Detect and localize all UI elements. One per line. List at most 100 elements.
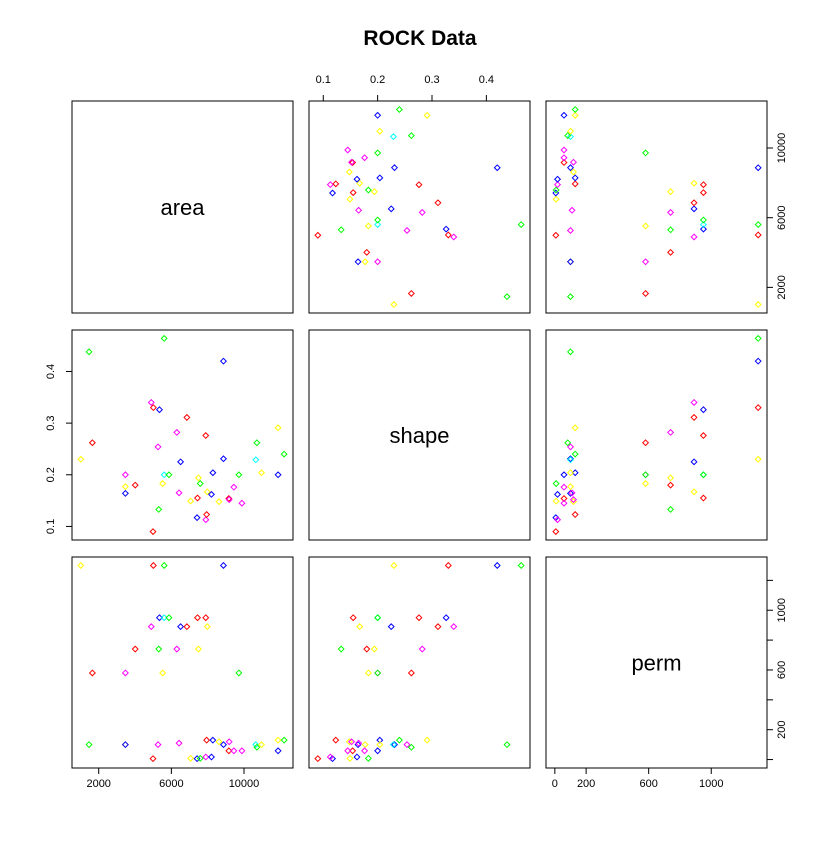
point-13-perm-vs-shape bbox=[364, 669, 372, 677]
point-34-perm-vs-area bbox=[219, 741, 227, 749]
point-28-area-vs-shape bbox=[332, 180, 340, 188]
point-39-area-vs-shape bbox=[344, 146, 352, 154]
point-20-area-vs-perm bbox=[690, 199, 698, 207]
point-22-perm-vs-area bbox=[193, 755, 201, 763]
point-9-area-vs-perm bbox=[754, 231, 762, 239]
point-3-shape-vs-perm bbox=[566, 483, 574, 491]
point-10-perm-vs-area bbox=[154, 741, 162, 749]
point-21-area-vs-perm bbox=[552, 195, 560, 203]
tick-label-right-area: 2000 bbox=[776, 275, 788, 299]
diagonal-label-perm: perm bbox=[631, 651, 681, 676]
point-43-area-vs-shape bbox=[423, 111, 431, 119]
point-18-shape-vs-perm bbox=[568, 489, 576, 497]
point-17-shape-vs-area bbox=[173, 428, 181, 436]
point-41-shape-vs-area bbox=[253, 439, 261, 447]
point-15-shape-vs-perm bbox=[699, 471, 707, 479]
point-44-area-vs-shape bbox=[374, 111, 382, 119]
point-14-perm-vs-area bbox=[160, 561, 168, 569]
point-26-perm-vs-shape bbox=[415, 614, 423, 622]
point-5-shape-vs-area bbox=[121, 471, 129, 479]
point-43-perm-vs-area bbox=[274, 736, 282, 744]
point-19-perm-vs-area bbox=[177, 623, 185, 631]
point-33-area-vs-perm bbox=[754, 164, 762, 172]
point-21-area-vs-shape bbox=[346, 195, 354, 203]
point-2-perm-vs-area bbox=[88, 669, 96, 677]
tick-label-left-shape: 0.2 bbox=[45, 467, 57, 482]
point-3-area-vs-shape bbox=[361, 258, 369, 266]
point-10-area-vs-shape bbox=[403, 226, 411, 234]
point-25-area-vs-shape bbox=[364, 186, 372, 194]
data-points bbox=[77, 105, 762, 763]
point-44-shape-vs-perm bbox=[560, 471, 568, 479]
point-19-area-vs-perm bbox=[690, 205, 698, 213]
point-4-shape-vs-perm bbox=[566, 489, 574, 497]
point-11-shape-vs-perm bbox=[667, 505, 675, 513]
point-36-perm-vs-area bbox=[225, 738, 233, 746]
point-10-shape-vs-area bbox=[154, 443, 162, 451]
point-21-shape-vs-area bbox=[187, 497, 195, 505]
point-32-area-vs-shape bbox=[345, 168, 353, 176]
point-38-area-vs-perm bbox=[642, 149, 650, 157]
point-34-shape-vs-perm bbox=[566, 455, 574, 463]
point-27-area-vs-shape bbox=[326, 181, 334, 189]
point-45-shape-vs-area bbox=[280, 450, 288, 458]
tick-label-right-area: 10000 bbox=[776, 133, 788, 164]
point-25-shape-vs-area bbox=[196, 480, 204, 488]
point-8-area-vs-shape bbox=[314, 231, 322, 239]
point-43-shape-vs-area bbox=[274, 424, 282, 432]
point-29-shape-vs-area bbox=[203, 488, 211, 496]
point-17-area-vs-shape bbox=[418, 208, 426, 216]
point-13-shape-vs-perm bbox=[642, 480, 650, 488]
point-10-shape-vs-perm bbox=[566, 443, 574, 451]
tick-label-top-shape: 0.3 bbox=[424, 74, 439, 86]
point-36-perm-vs-shape bbox=[348, 738, 356, 746]
point-5-area-vs-perm bbox=[642, 258, 650, 266]
point-9-perm-vs-area bbox=[149, 561, 157, 569]
point-16-area-vs-shape bbox=[374, 216, 382, 224]
point-15-perm-vs-area bbox=[160, 614, 168, 622]
point-6-shape-vs-area bbox=[131, 481, 139, 489]
point-22-perm-vs-shape bbox=[329, 755, 337, 763]
point-26-area-vs-perm bbox=[699, 181, 707, 189]
point-13-perm-vs-area bbox=[159, 669, 167, 677]
point-32-area-vs-perm bbox=[569, 168, 577, 176]
point-35-area-vs-shape bbox=[349, 159, 357, 167]
tick-label-right-perm: 1000 bbox=[776, 598, 788, 622]
point-44-shape-vs-area bbox=[274, 471, 282, 479]
point-15-area-vs-perm bbox=[699, 221, 707, 229]
tick-label-top-shape: 0.1 bbox=[316, 74, 331, 86]
point-36-shape-vs-perm bbox=[569, 496, 577, 504]
point-27-perm-vs-area bbox=[202, 753, 210, 761]
point-16-area-vs-perm bbox=[699, 216, 707, 224]
point-23-shape-vs-perm bbox=[699, 494, 707, 502]
point-29-area-vs-perm bbox=[690, 179, 698, 187]
point-21-perm-vs-shape bbox=[346, 754, 354, 762]
point-45-area-vs-perm bbox=[571, 105, 579, 113]
point-30-shape-vs-area bbox=[207, 490, 215, 498]
point-24-area-vs-perm bbox=[667, 188, 675, 196]
point-1-area-vs-shape bbox=[503, 293, 511, 301]
point-27-shape-vs-area bbox=[202, 516, 210, 524]
point-25-area-vs-perm bbox=[552, 186, 560, 194]
point-17-shape-vs-perm bbox=[667, 428, 675, 436]
point-2-area-vs-shape bbox=[407, 289, 415, 297]
point-0-shape-vs-area bbox=[77, 455, 85, 463]
point-11-area-vs-shape bbox=[337, 226, 345, 234]
point-3-shape-vs-area bbox=[121, 483, 129, 491]
point-34-area-vs-perm bbox=[566, 164, 574, 172]
point-1-shape-vs-perm bbox=[566, 348, 574, 356]
point-16-shape-vs-area bbox=[165, 471, 173, 479]
point-30-perm-vs-area bbox=[207, 753, 215, 761]
point-45-area-vs-shape bbox=[395, 105, 403, 113]
point-42-perm-vs-area bbox=[258, 741, 266, 749]
tick-label-left-shape: 0.3 bbox=[45, 415, 57, 430]
point-41-perm-vs-area bbox=[253, 743, 261, 751]
point-29-area-vs-shape bbox=[356, 179, 364, 187]
point-37-area-vs-perm bbox=[560, 154, 568, 162]
point-14-shape-vs-area bbox=[160, 334, 168, 342]
point-39-shape-vs-perm bbox=[560, 499, 568, 507]
point-3-perm-vs-area bbox=[121, 741, 129, 749]
point-0-perm-vs-area bbox=[77, 561, 85, 569]
